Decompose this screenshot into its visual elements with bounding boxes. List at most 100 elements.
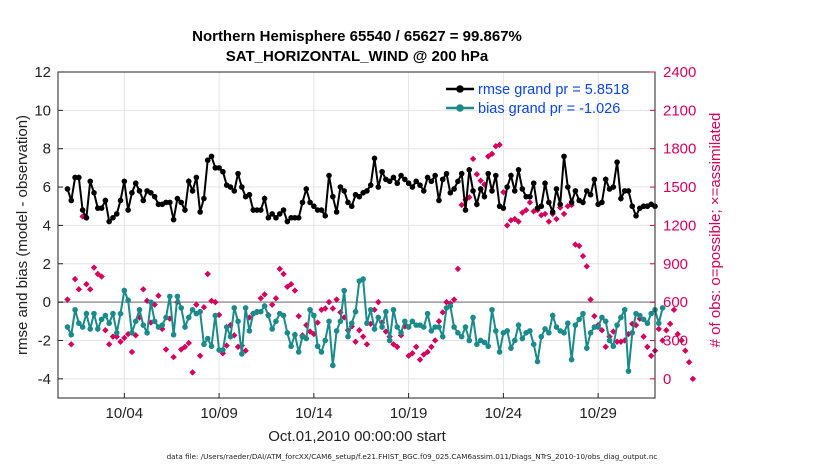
bias-point: [386, 337, 393, 344]
assimilated-marker: [242, 347, 249, 354]
bias-point: [580, 310, 586, 317]
rmse-point: [542, 180, 548, 187]
bias-point: [113, 330, 120, 336]
assimilated-marker: [257, 295, 264, 302]
assimilated-marker: [102, 327, 109, 334]
rmse-point: [580, 199, 586, 206]
assimilated-marker: [500, 188, 507, 196]
rmse-point: [424, 174, 431, 181]
assimilated-marker: [261, 291, 268, 298]
y-left-tick-label: 8: [43, 141, 51, 158]
assimilated-marker: [621, 337, 628, 344]
grid: [58, 71, 655, 398]
rmse-point: [447, 190, 454, 196]
bias-point: [159, 322, 166, 328]
rmse-point: [546, 199, 552, 206]
rmse-point: [303, 186, 310, 192]
bias-point: [136, 306, 143, 313]
bias-point: [462, 324, 469, 330]
x-axis-label: Oct.01,2010 00:00:00 start: [268, 428, 446, 445]
bias-point: [405, 324, 412, 330]
bias-point: [341, 287, 347, 294]
rmse-point: [326, 172, 332, 179]
assimilated-marker: [522, 206, 530, 214]
assimilated-marker: [291, 287, 299, 294]
rmse-point: [371, 155, 378, 162]
bias-point: [72, 306, 78, 313]
rmse-point: [565, 184, 571, 190]
assimilated-marker: [181, 343, 189, 351]
rmse-point: [511, 188, 518, 194]
bias-point: [231, 305, 238, 311]
bias-point: [91, 310, 97, 317]
rmse-point: [231, 188, 238, 194]
bias-point: [208, 343, 215, 350]
bias-point: [485, 343, 492, 350]
assimilated-marker: [644, 343, 651, 351]
rmse-point: [121, 178, 128, 185]
rmse-point: [375, 184, 382, 190]
bias-point: [68, 331, 75, 338]
assimilated-marker: [458, 201, 465, 209]
bias-point: [212, 312, 219, 319]
bias-point: [530, 341, 537, 348]
bias-point: [458, 333, 465, 340]
rmse-point: [345, 199, 351, 206]
rmse-point: [83, 214, 90, 221]
bias-point: [318, 349, 325, 355]
bias-point: [83, 310, 90, 317]
bias-point: [303, 335, 310, 342]
bias-point: [182, 324, 188, 330]
rmse-point: [132, 180, 139, 187]
x-tick-label: 10/09: [200, 405, 238, 422]
plot-frame: [57, 71, 656, 399]
rmse-point: [364, 188, 370, 194]
rmse-point: [129, 190, 135, 196]
assimilated-marker: [591, 312, 598, 320]
assimilated-marker: [140, 286, 147, 293]
bias-point: [121, 287, 128, 294]
x-tick-label: 10/24: [485, 405, 523, 422]
assimilated-marker: [629, 320, 636, 328]
assimilated-marker: [121, 334, 128, 342]
bias-point: [352, 308, 359, 315]
y-axis-left: -4 -2 0 2 4 6 8 10 12: [34, 64, 63, 388]
assimilated-marker: [189, 369, 196, 376]
y-right-tick-label: 300: [663, 332, 688, 349]
bias-point: [606, 337, 613, 344]
assimilated-marker: [295, 312, 302, 320]
assimilated-marker: [541, 210, 549, 218]
rmse-point: [428, 178, 435, 185]
assimilated-marker: [659, 337, 666, 344]
rmse-point: [504, 184, 510, 190]
rmse-point: [91, 190, 97, 196]
assimilated-marker: [413, 343, 420, 351]
assimilated-marker: [579, 252, 587, 260]
y-right-tick-label: 2100: [663, 102, 696, 119]
assimilated-marker: [583, 263, 590, 270]
rmse-point: [87, 178, 94, 185]
assimilated-marker: [557, 204, 564, 211]
rmse-point: [117, 197, 124, 204]
rmse-point: [79, 207, 86, 213]
rmse-point: [356, 193, 363, 200]
bias-point: [402, 318, 408, 325]
assimilated-marker: [268, 301, 276, 308]
bias-point: [481, 339, 488, 346]
bias-point: [489, 306, 495, 313]
bias-point: [568, 356, 575, 363]
rmse-point: [500, 205, 507, 211]
assimilated-marker: [678, 337, 685, 344]
assimilated-marker: [196, 352, 204, 360]
rmse-point: [208, 153, 215, 160]
bias-point: [375, 314, 382, 321]
assimilated-marker: [204, 270, 211, 278]
y-right-tick-label: 1800: [663, 141, 696, 158]
rmse-point: [280, 207, 287, 213]
bias-point: [439, 333, 446, 340]
bias-point: [364, 320, 370, 327]
rmse-point: [625, 188, 632, 194]
assimilated-marker: [124, 330, 132, 338]
x-tick-label: 10/04: [106, 405, 144, 422]
rmse-point: [470, 188, 476, 194]
